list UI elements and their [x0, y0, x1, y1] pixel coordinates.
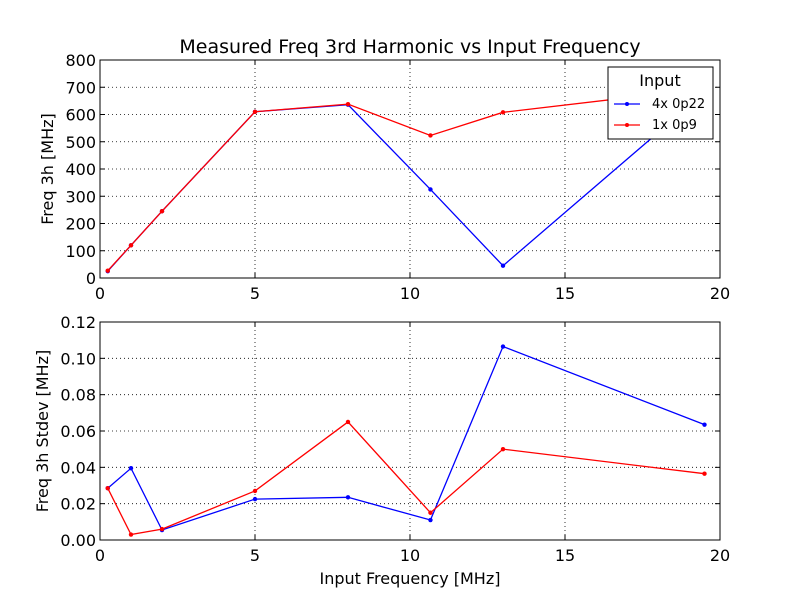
data-point-1x-0p9: [428, 510, 433, 515]
y-tick-label: 0.06: [60, 422, 96, 441]
y-tick-label: 0.10: [60, 349, 96, 368]
x-tick-label: 5: [250, 546, 260, 565]
top-y-axis-label: Freq 3h [MHz]: [38, 113, 57, 224]
x-tick-label: 0: [95, 546, 105, 565]
y-tick-label: 300: [65, 187, 96, 206]
y-tick-label: 0.02: [60, 495, 96, 514]
data-point-1x-0p9: [345, 101, 351, 107]
y-tick-label: 0.08: [60, 386, 96, 405]
data-point-4x-0p22: [345, 495, 351, 500]
series-line-4x-0p22: [107, 345, 705, 531]
bottom-y-axis-label: Freq 3h Stdev [MHz]: [33, 350, 52, 512]
legend: Input 4x 0p22 1x 0p9: [607, 66, 714, 140]
chart-title: Measured Freq 3rd Harmonic vs Input Freq…: [179, 36, 640, 58]
x-tick-label: 0: [95, 284, 105, 303]
data-point-1x-0p9: [105, 268, 110, 273]
series-line-1x-0p9: [107, 87, 705, 272]
y-tick-label: 100: [65, 242, 96, 261]
y-tick-label: 0: [86, 269, 96, 288]
data-point-1x-0p9: [159, 209, 165, 214]
y-tick-label: 0.00: [60, 531, 96, 550]
bottom-plot-frame: [99, 321, 721, 541]
data-point-1x-0p9: [500, 110, 506, 115]
legend-marker-red: [625, 123, 629, 127]
data-point-4x-0p22: [500, 263, 506, 268]
data-point-1x-0p9: [345, 419, 351, 425]
data-point-1x-0p9: [159, 526, 165, 532]
data-point-1x-0p9: [105, 486, 110, 491]
legend-marker-blue: [625, 102, 629, 106]
legend-label-blue: 4x 0p22: [652, 97, 705, 112]
y-tick-label: 500: [65, 133, 96, 152]
y-tick-label: 600: [65, 106, 96, 125]
y-tick-label: 0.12: [60, 313, 96, 332]
legend-label-red: 1x 0p9: [652, 118, 697, 133]
x-tick-label: 10: [400, 284, 420, 303]
x-tick-label: 20: [710, 284, 730, 303]
x-tick-label: 15: [555, 284, 575, 303]
x-tick-label: 20: [710, 546, 730, 565]
x-tick-label: 15: [555, 546, 575, 565]
data-point-1x-0p9: [252, 109, 258, 114]
data-point-4x-0p22: [428, 187, 433, 192]
bottom-grid: [99, 321, 721, 541]
data-point-1x-0p9: [252, 488, 258, 494]
y-tick-label: 0.04: [60, 458, 96, 477]
legend-title: Input: [639, 71, 680, 90]
top-plot-frame: [99, 59, 721, 279]
y-tick-label: 800: [65, 51, 96, 70]
data-point-1x-0p9: [428, 133, 433, 138]
data-point-1x-0p9: [128, 532, 134, 537]
x-tick-label: 5: [250, 284, 260, 303]
top-series: [105, 86, 707, 274]
bottom-series: [105, 344, 707, 537]
x-tick-label: 10: [400, 546, 420, 565]
data-point-4x-0p22: [500, 344, 506, 349]
y-tick-label: 200: [65, 215, 96, 234]
data-point-1x-0p9: [702, 471, 707, 476]
data-point-1x-0p9: [500, 446, 506, 452]
series-line-1x-0p9: [107, 421, 705, 536]
data-point-4x-0p22: [702, 422, 707, 427]
data-point-4x-0p22: [128, 466, 134, 471]
top-x-ticks: 0 5 10 15 20: [95, 60, 730, 303]
data-point-4x-0p22: [428, 517, 433, 523]
bottom-x-ticks: 0 5 10 15 20: [95, 322, 730, 565]
y-tick-label: 400: [65, 160, 96, 179]
bottom-plot: 0 5 10 15 20 0.00 0.02 0.04 0.06 0.08 0.10 0.12 Fr…: [33, 313, 730, 588]
y-tick-label: 700: [65, 78, 96, 97]
bottom-y-ticks: 0.00 0.02 0.04 0.06 0.08 0.10 0.12: [60, 313, 720, 550]
data-point-1x-0p9: [128, 243, 134, 248]
data-point-4x-0p22: [252, 496, 258, 502]
x-axis-label: Input Frequency [MHz]: [320, 569, 501, 588]
